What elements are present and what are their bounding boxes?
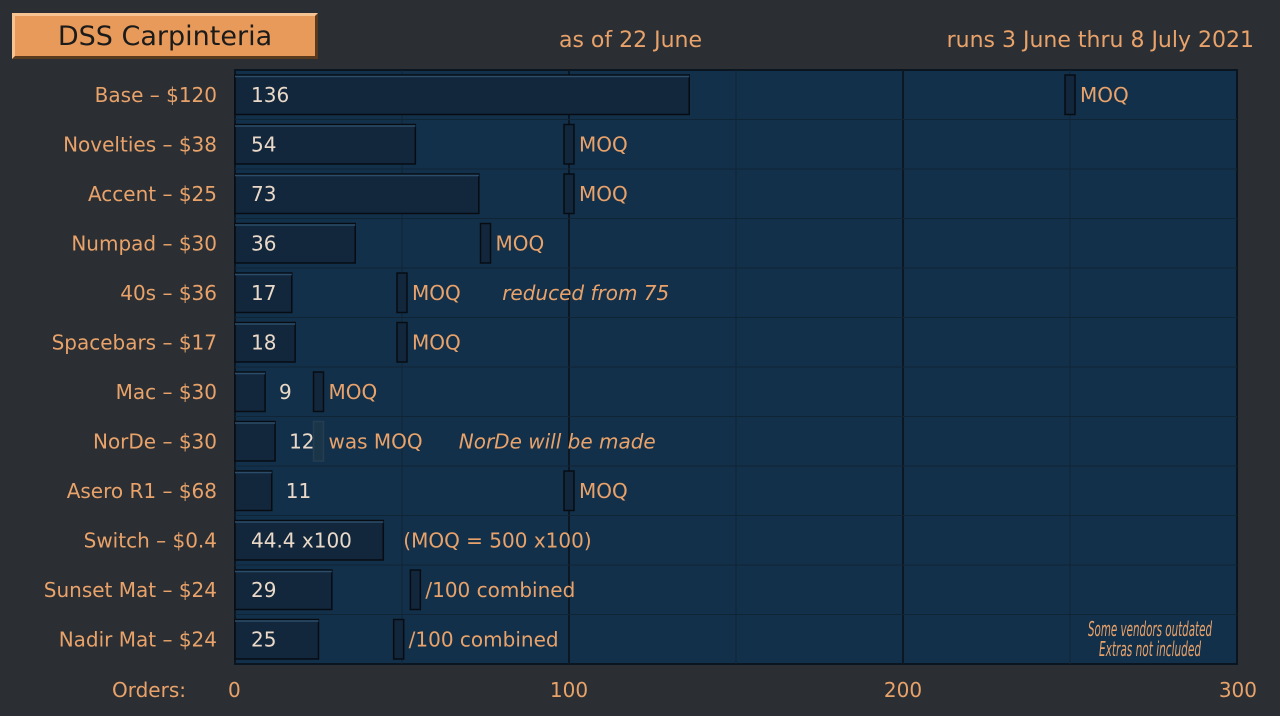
bar [234, 321, 296, 363]
bar [234, 173, 480, 215]
bar [234, 222, 356, 264]
moq-marker [396, 272, 408, 314]
bar-value-label: 25 [251, 627, 276, 651]
category-label: Spacebars – $17 [52, 330, 217, 354]
bar-value-label: 17 [251, 281, 276, 305]
bar-value-label: 136 [251, 83, 289, 107]
moq-label: /100 combined [425, 578, 575, 602]
bar-value-label: 44.4 x100 [251, 528, 352, 552]
moq-label: MOQ [579, 479, 628, 503]
moq-label: was MOQ [329, 429, 423, 453]
bar-value-label: 29 [251, 578, 276, 602]
category-label: Base – $120 [95, 83, 217, 107]
moq-label: MOQ [579, 132, 628, 156]
category-label: Accent – $25 [88, 182, 217, 206]
moq-marker [563, 173, 575, 215]
bar-value-label: 73 [251, 182, 276, 206]
moq-label: MOQ [412, 281, 461, 305]
footnote-line: Extras not included [1099, 637, 1201, 661]
as-of-date: as of 22 June [559, 28, 703, 53]
bar [234, 272, 293, 314]
category-label: Novelties – $38 [63, 132, 217, 156]
x-axis-label: Orders: [112, 678, 186, 702]
moq-label: MOQ [579, 182, 628, 206]
bar [234, 371, 266, 413]
bar [234, 519, 385, 561]
category-label: Nadir Mat – $24 [59, 627, 217, 651]
bar-value-label: 54 [251, 132, 276, 156]
bar-value-label: 36 [251, 231, 276, 255]
annotation-note: NorDe will be made [459, 429, 656, 453]
moq-marker [479, 222, 492, 264]
category-label: Asero R1 – $68 [67, 479, 217, 503]
bar [234, 470, 273, 512]
moq-label: MOQ [412, 330, 461, 354]
moq-label: /100 combined [409, 627, 559, 651]
category-label: Switch – $0.4 [84, 528, 217, 552]
moq-label: MOQ [496, 231, 545, 255]
moq-marker [409, 569, 422, 611]
bar [234, 569, 333, 611]
moq-marker [396, 321, 408, 363]
x-tick-label: 200 [884, 678, 922, 702]
bar-value-label: 11 [286, 479, 311, 503]
annotation-note: reduced from 75 [502, 281, 669, 305]
bar-value-label: 12 [289, 429, 314, 453]
moq-marker [1064, 74, 1076, 116]
category-label: Numpad – $30 [71, 231, 217, 255]
x-tick-label: 100 [550, 678, 588, 702]
category-label: 40s – $36 [120, 281, 217, 305]
moq-label: MOQ [329, 380, 378, 404]
moq-marker [563, 123, 575, 165]
chart-title: DSS Carpinteria [12, 13, 318, 59]
bar [234, 618, 320, 660]
moq-marker [312, 420, 325, 462]
bar [234, 123, 417, 165]
footnote-line: Some vendors outdated [1088, 617, 1212, 641]
bar-value-label: 9 [279, 380, 292, 404]
moq-label: (MOQ = 500 x100) [403, 528, 591, 552]
moq-marker [312, 371, 325, 413]
category-label: NorDe – $30 [93, 429, 217, 453]
run-dates: runs 3 June thru 8 July 2021 [946, 28, 1254, 53]
moq-label: MOQ [1080, 83, 1129, 107]
moq-marker [392, 618, 405, 660]
bar [234, 420, 276, 462]
category-label: Mac – $30 [116, 380, 217, 404]
moq-marker [563, 470, 575, 512]
x-tick-label: 300 [1219, 678, 1257, 702]
category-label: Sunset Mat – $24 [44, 578, 217, 602]
bar-value-label: 18 [251, 330, 276, 354]
x-tick-label: 0 [228, 678, 241, 702]
bar [234, 74, 690, 116]
